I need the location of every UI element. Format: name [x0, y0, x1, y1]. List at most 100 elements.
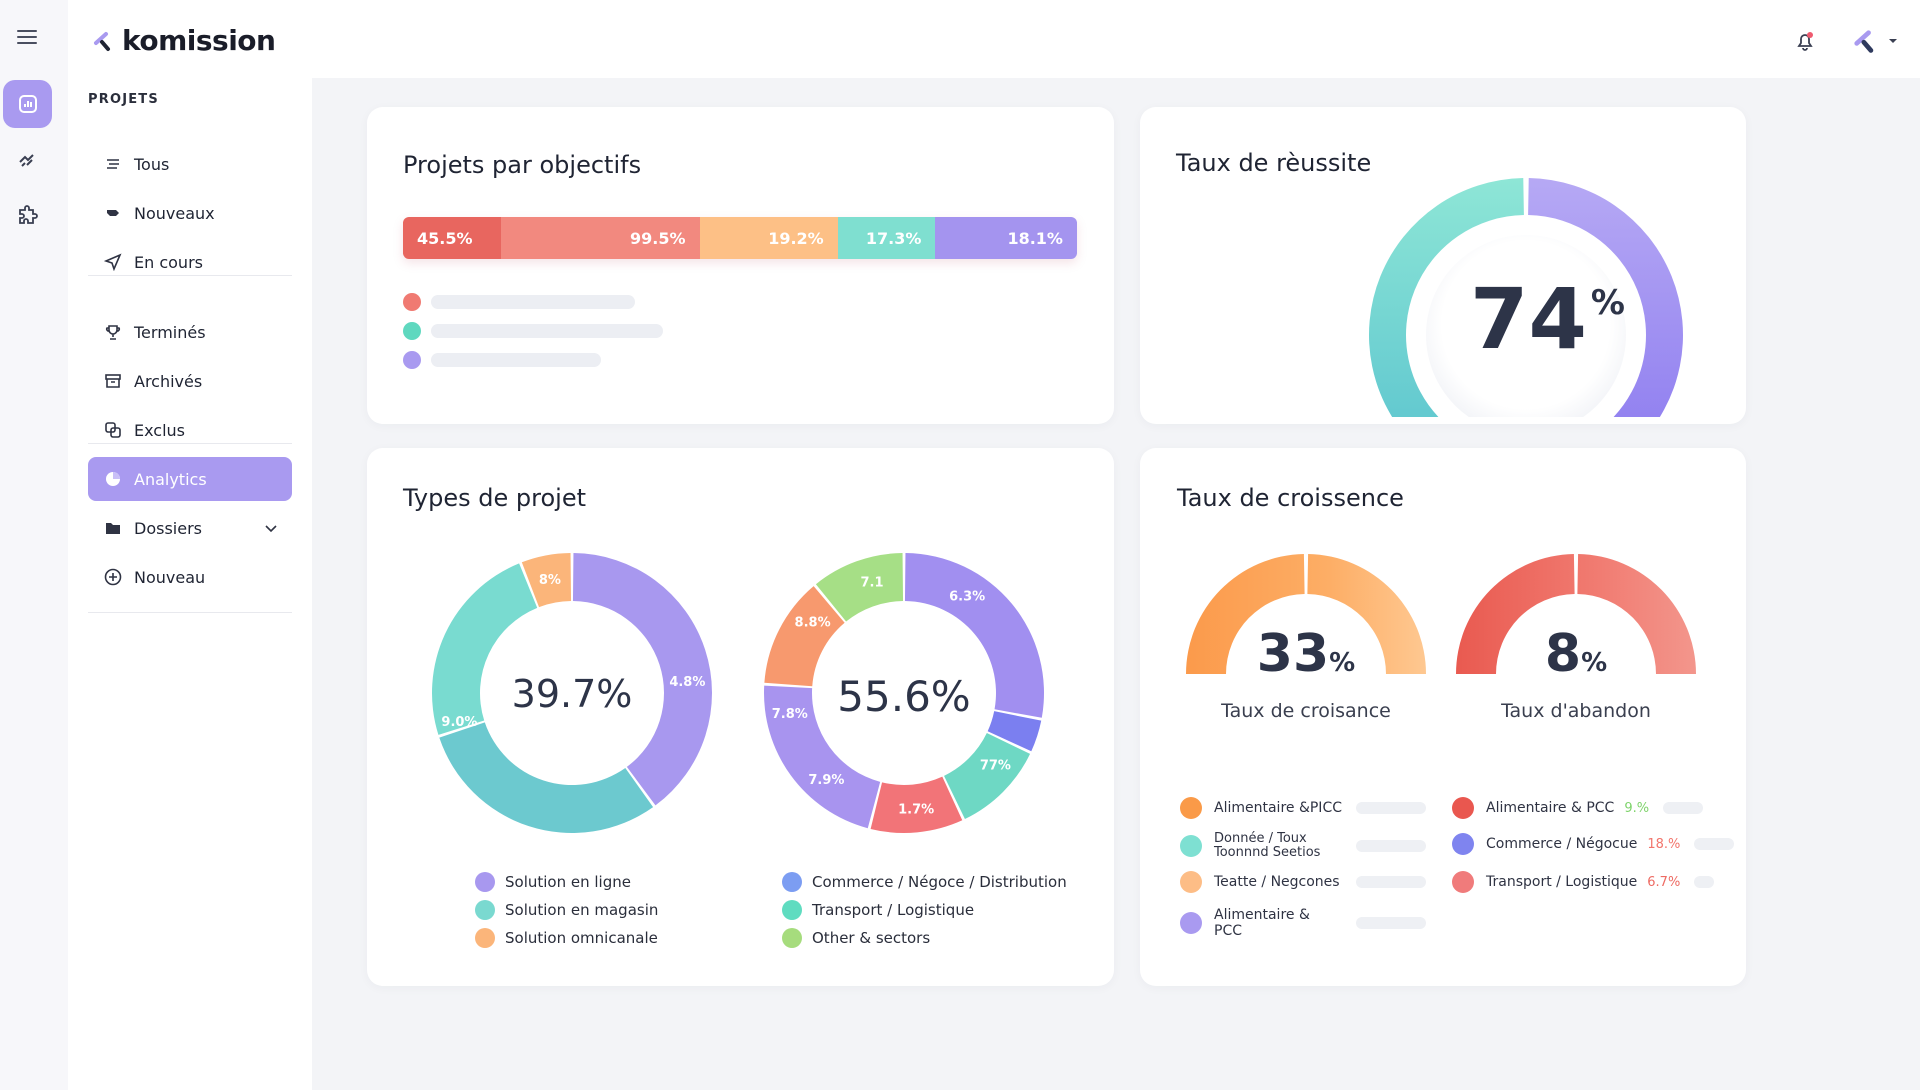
- donut-slice-label: 1.7%: [898, 802, 934, 817]
- legend-dot: [475, 900, 495, 920]
- sidebar-item-label: Tous: [134, 154, 170, 174]
- donut-slice[interactable]: [987, 711, 1042, 752]
- sidebar-item-nouveau[interactable]: Nouveau: [88, 555, 292, 599]
- handshake-icon: [18, 154, 34, 167]
- account-menu[interactable]: [1852, 28, 1898, 54]
- legend-dot: [782, 872, 802, 892]
- growth-legend-item: Transport / Logistique 6.7%: [1452, 871, 1715, 893]
- legend-dot: [1452, 833, 1474, 855]
- growth-gauge-2: [1456, 554, 1696, 674]
- growth-rate-card: Taux de croissence 33% Taux de croisance…: [1140, 448, 1746, 986]
- sidebar-item-en-cours[interactable]: En cours: [88, 240, 292, 284]
- donut-slice-label: 4.8%: [669, 675, 705, 690]
- donut-2-center-value: 55.6%: [837, 672, 971, 721]
- donut-slice[interactable]: [432, 563, 538, 735]
- legend-item: Solution omnicanale: [475, 928, 658, 948]
- sidebar-item-label: Terminés: [134, 322, 206, 342]
- legend-item: Transport / Logistique: [782, 900, 1067, 920]
- list-icon: [107, 159, 119, 169]
- notification-button[interactable]: [1794, 30, 1816, 52]
- legend-dot: [1180, 797, 1202, 819]
- rail-analytics-button[interactable]: [3, 80, 52, 128]
- sidebar-item-dossiers[interactable]: Dossiers: [88, 506, 292, 550]
- growth-legend-item: Alimentaire &PICC: [1180, 797, 1426, 819]
- legend-label: Alimentaire & PCC: [1214, 907, 1310, 939]
- rail-puzzle-button[interactable]: [3, 192, 52, 240]
- donut-slice[interactable]: [870, 776, 963, 833]
- objectives-legend-row: [403, 351, 601, 369]
- komission-logo-icon: [94, 31, 110, 51]
- objectives-stacked-bar: 45.5% 99.5% 19.2% 17.3% 18.1%: [403, 217, 1077, 259]
- gauge-2-number: 8: [1544, 624, 1582, 684]
- legend-label: Alimentaire &PICC: [1214, 800, 1342, 816]
- donut-1-center-value: 39.7%: [511, 672, 633, 716]
- sidebar-item-exclus[interactable]: Exclus: [88, 408, 292, 452]
- gauge-2-unit: %: [1581, 648, 1608, 678]
- legend-label: Donnée / Toux: [1214, 831, 1307, 846]
- legend-percent: 9.%: [1624, 800, 1650, 816]
- sidebar: PROJETS Tous Nouveaux En cours Terminés …: [68, 78, 312, 1090]
- legend-dot: [403, 351, 421, 369]
- legend-label-group: Donnée / Toux Toonnnd Seetios: [1214, 832, 1342, 860]
- objectives-bar-segment[interactable]: 19.2%: [699, 217, 838, 259]
- donut-slice[interactable]: [944, 733, 1031, 820]
- donut-slice[interactable]: [764, 586, 845, 687]
- donut-slice-label: 77%: [980, 758, 1011, 773]
- legend-placeholder-bar: [1694, 876, 1715, 888]
- chevron-down-icon[interactable]: [264, 521, 278, 535]
- legend-label: Commerce / Négoce / Distribution: [812, 873, 1067, 891]
- legend-dot: [475, 928, 495, 948]
- legend-dot: [1180, 835, 1202, 857]
- objectives-bar-segment[interactable]: 45.5%: [403, 217, 501, 259]
- donut-slice[interactable]: [572, 553, 712, 806]
- sidebar-item-archives[interactable]: Archivés: [88, 359, 292, 403]
- legend-dot: [782, 928, 802, 948]
- success-gauge-inner: [1426, 235, 1626, 417]
- sidebar-item-tous[interactable]: Tous: [88, 142, 292, 186]
- sidebar-item-label: Archivés: [134, 371, 203, 391]
- sidebar-divider: [88, 443, 292, 444]
- trophy-icon: [105, 325, 121, 340]
- growth-gauge-1-value: 33%: [1186, 624, 1426, 684]
- legend-percent: 6.7%: [1647, 874, 1681, 890]
- donut-2-legend: Commerce / Négoce / Distribution Transpo…: [782, 872, 1067, 948]
- sidebar-item-termines[interactable]: Terminés: [88, 310, 292, 354]
- donut-slice[interactable]: [439, 722, 654, 833]
- donut-slice-label: 7.8%: [772, 707, 808, 722]
- legend-label: Solution omnicanale: [505, 929, 658, 947]
- growth-gauge-2-arc: [1456, 554, 1696, 674]
- gauge-1-number: 33: [1256, 624, 1330, 684]
- growth-gauge-2-value: 8%: [1456, 624, 1696, 684]
- account-logo-icon: [1854, 30, 1874, 53]
- menu-icon[interactable]: [17, 30, 37, 44]
- growth-legend-item: Alimentaire & PCC 9.%: [1452, 797, 1704, 819]
- sidebar-item-label: Analytics: [134, 469, 207, 489]
- growth-legend-item: Teatte / Negcones: [1180, 871, 1426, 893]
- donut-slice-label: 7.1: [861, 575, 884, 590]
- brand[interactable]: komission: [92, 24, 276, 57]
- project-types-title: Types de projet: [403, 484, 586, 512]
- donut-1-legend: Solution en ligne Solution en magasin So…: [475, 872, 658, 948]
- sidebar-item-analytics[interactable]: Analytics: [88, 457, 292, 501]
- sidebar-item-nouveaux[interactable]: Nouveaux: [88, 191, 292, 235]
- sidebar-item-label: En cours: [134, 252, 203, 272]
- puzzle-icon: [18, 205, 38, 224]
- donut-slice-label: 6.3%: [949, 590, 985, 605]
- legend-placeholder-bar: [431, 353, 601, 367]
- excluded-icon: [105, 422, 121, 438]
- donut-slice[interactable]: [904, 553, 1044, 718]
- rail-handshake-button[interactable]: [3, 136, 52, 184]
- donut-slice[interactable]: [764, 685, 881, 829]
- success-rate-title: Taux de rèussite: [1176, 149, 1372, 177]
- objectives-bar-segment[interactable]: 17.3%: [837, 217, 936, 259]
- donut-slice[interactable]: [521, 553, 572, 608]
- objectives-bar-segment[interactable]: 18.1%: [935, 217, 1077, 259]
- legend-label: Teatte / Negcones: [1214, 874, 1340, 890]
- pie-icon: [106, 472, 120, 486]
- objectives-bar-segment[interactable]: 99.5%: [500, 217, 700, 259]
- success-gauge-purple-arc: [1528, 178, 1683, 417]
- legend-label: Solution en magasin: [505, 901, 659, 919]
- objectives-title: Projets par objectifs: [403, 151, 642, 179]
- donut-slice[interactable]: [815, 553, 904, 622]
- legend-label: Alimentaire & PCC: [1486, 800, 1615, 816]
